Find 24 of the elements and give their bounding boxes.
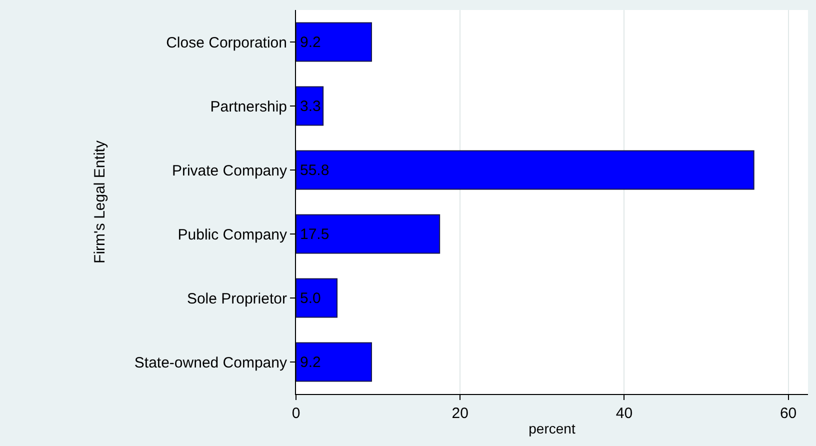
data-label: 9.2 <box>300 34 321 51</box>
data-label: 17.5 <box>300 226 330 243</box>
data-label: 9.2 <box>300 354 321 371</box>
bar <box>296 342 372 382</box>
x-axis-title: percent <box>528 420 576 436</box>
x-tick-label: 60 <box>780 405 797 422</box>
data-label: 5.0 <box>300 290 321 307</box>
x-tick-label: 0 <box>292 405 300 422</box>
bar <box>296 214 440 254</box>
y-tick-label: State-owned Company <box>134 354 288 372</box>
data-label: 55.8 <box>300 162 330 179</box>
bar <box>296 278 338 318</box>
y-tick-label: Private Company <box>172 162 288 180</box>
bar <box>296 22 372 62</box>
x-tick-label: 40 <box>616 405 633 422</box>
bar <box>296 86 324 126</box>
bar <box>296 150 754 190</box>
y-axis-title: Firm's Legal Entity <box>92 140 109 264</box>
data-label: 3.3 <box>300 98 321 115</box>
x-tick-label: 20 <box>452 405 468 422</box>
y-tick-label: Close Corporation <box>166 34 287 52</box>
y-tick-label: Public Company <box>178 226 288 244</box>
y-tick-label: Partnership <box>210 98 287 116</box>
y-tick-label: Sole Proprietor <box>186 290 287 308</box>
